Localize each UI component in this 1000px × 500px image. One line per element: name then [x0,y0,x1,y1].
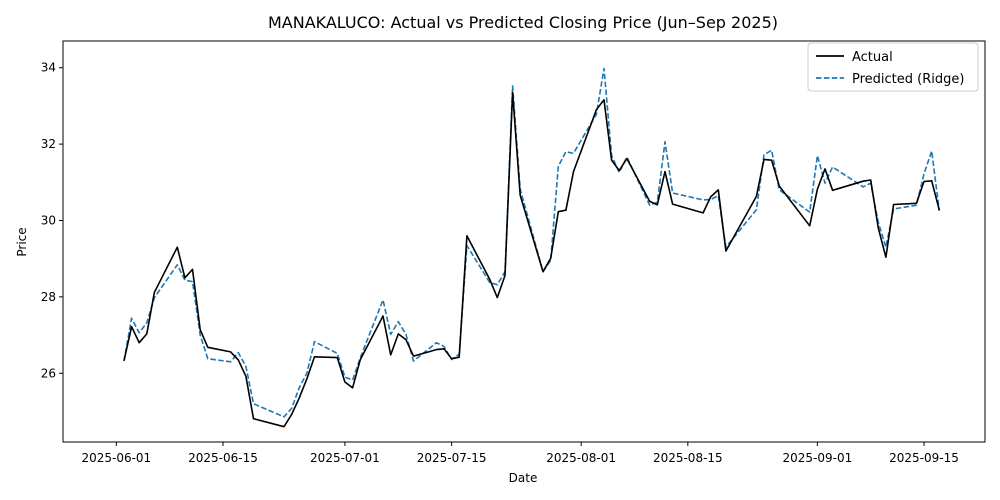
legend-box [807,42,979,92]
x-tick-label: 2025-07-15 [417,451,487,465]
x-axis: 2025-06-01 2025-06-15 2025-07-01 2025-07-15… [81,442,959,465]
legend-label-actual: Actual [852,50,893,65]
legend: Actual Predicted (Ridge) [807,42,979,92]
x-tick-label: 2025-07-01 [310,451,380,465]
series-layer [123,67,941,428]
y-axis: 26 28 30 32 34 [41,61,63,380]
x-tick-label: 2025-09-15 [889,451,959,465]
y-tick-label: 30 [41,213,56,227]
x-tick-label: 2025-09-01 [782,451,852,465]
y-tick-label: 34 [41,61,56,75]
series-line-actual [123,91,941,428]
y-tick-label: 26 [41,366,56,380]
x-tick-label: 2025-06-15 [188,451,258,465]
y-axis-label: Price [15,227,29,256]
plot-area [62,40,986,443]
x-tick-label: 2025-08-15 [653,451,723,465]
x-axis-label: Date [509,471,538,485]
y-tick-label: 28 [41,290,56,304]
legend-label-predicted: Predicted (Ridge) [852,72,964,87]
y-tick-label: 32 [41,137,56,151]
x-tick-label: 2025-08-01 [546,451,616,465]
chart-title: MANAKALUCO: Actual vs Predicted Closing … [268,13,778,32]
x-tick-label: 2025-06-01 [81,451,151,465]
series-line-predicted [123,67,941,418]
